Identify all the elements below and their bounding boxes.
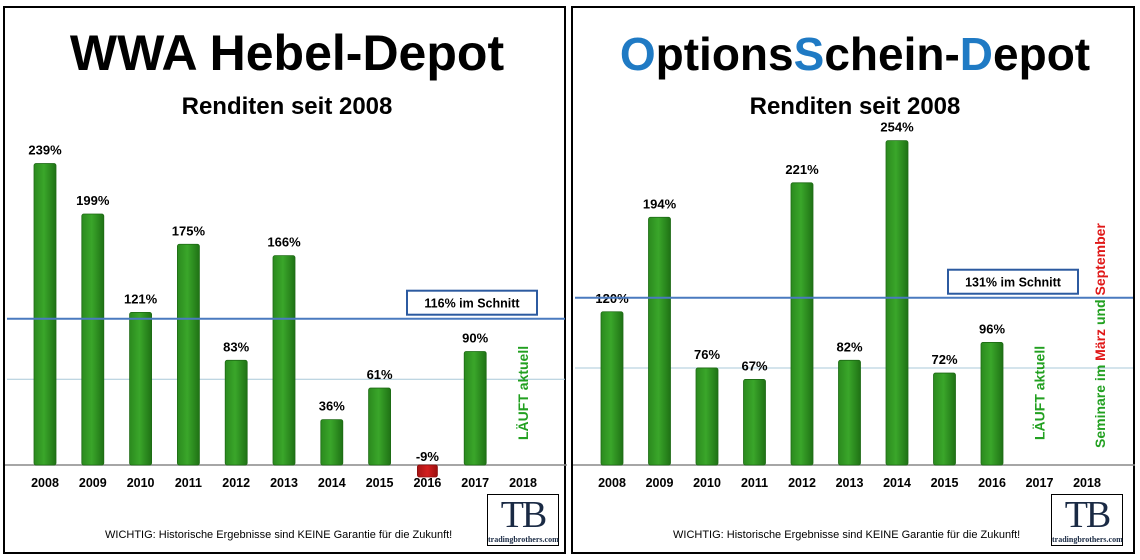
right-bar-2014 [885,140,909,466]
left-x-tick-2016: 2016 [413,476,441,490]
left-value-label-2008: 239% [28,143,62,158]
left-x-tick-2013: 2013 [270,476,298,490]
right-x-tick-2016: 2016 [978,476,1006,490]
right-value-label-2009: 194% [643,196,677,211]
right-average-box [947,268,1079,295]
right-side-note: LÄUFT aktuell [1032,346,1048,440]
left-value-label-2014: 36% [319,399,345,414]
right-title-part-1: ptions [656,28,794,80]
left-tb-logo: TB tradingbrothers.com [487,494,559,546]
right-seminar-part-2: und [1092,296,1108,329]
right-seminar-part-1: März [1092,329,1108,361]
right-tb-logo: TB tradingbrothers.com [1051,494,1123,546]
right-average-label: 131% im Schnitt [965,276,1062,290]
right-x-tick-2015: 2015 [931,476,959,490]
right-logo-text: tradingbrothers.com [1052,535,1123,544]
left-title: WWA Hebel-Depot [70,25,505,81]
left-x-tick-2017: 2017 [461,476,489,490]
right-bar-2012 [790,182,814,466]
left-bar-2017 [463,351,487,466]
right-bar-2008 [600,311,624,466]
right-value-label-2013: 82% [836,339,862,354]
left-x-tick-2009: 2009 [79,476,107,490]
left-value-label-2012: 83% [223,339,249,354]
left-value-label-2011: 175% [172,223,206,238]
left-bar-2009 [81,213,105,466]
left-average-box [406,289,538,316]
left-logo-mark: TB [500,494,548,536]
right-bar-2009 [648,216,671,466]
right-chart-panel: OptionsSchein-Depot Renditen seit 2008 120… [571,6,1135,554]
right-title-part-3: chein- [824,28,959,80]
left-value-label-2016: -9% [416,449,440,464]
left-side-note: LÄUFT aktuell [515,346,531,440]
right-seminar-note: Seminare im März und September [1092,223,1108,448]
right-value-label-2012: 221% [785,162,819,177]
right-seminar-part-3: September [1092,223,1108,296]
right-x-tick-2009: 2009 [646,476,674,490]
left-chart-svg: WWA Hebel-Depot Renditen seit 2008 239% 199… [5,25,567,490]
right-title-part-2: S [794,28,825,80]
left-chart-panel: WWA Hebel-Depot Renditen seit 2008 239% 199… [3,6,567,554]
left-subtitle: Renditen seit 2008 [182,93,393,120]
left-value-label-2015: 61% [367,367,393,382]
left-value-label-2013: 166% [267,235,301,250]
right-bar-2010 [695,367,719,466]
left-x-tick-2011: 2011 [175,476,202,490]
left-bar-2013 [272,255,296,466]
left-value-label-2017: 90% [462,330,488,345]
right-value-label-2015: 72% [931,352,957,367]
right-x-tick-2014: 2014 [883,476,911,490]
left-average-label: 116% im Schnitt [424,297,520,311]
right-x-tick-2013: 2013 [836,476,864,490]
left-bar-2015 [368,387,392,466]
right-bar-2011 [743,379,766,466]
right-x-tick-2011: 2011 [741,476,768,490]
right-value-label-2016: 96% [979,321,1005,336]
left-x-tick-2014: 2014 [318,476,346,490]
right-value-label-2014: 254% [880,120,914,135]
right-seminar-part-0: Seminare im [1092,361,1108,448]
right-bar-2016 [980,342,1004,466]
left-value-label-2009: 199% [76,193,110,208]
left-bar-2014 [320,419,344,466]
left-bar-2011 [176,243,200,466]
left-logo-text: tradingbrothers.com [488,535,559,544]
left-bar-2016 [416,464,438,478]
right-subtitle: Renditen seit 2008 [750,93,961,120]
left-bar-2012 [224,359,248,466]
right-title: OptionsSchein-Depot [620,28,1090,80]
right-value-label-2011: 67% [741,358,767,373]
left-value-label-2010: 121% [124,291,158,306]
left-disclaimer: WICHTIG: Historische Ergebnisse sind KEI… [105,529,453,541]
right-value-label-2010: 76% [694,347,720,362]
right-x-tick-2018: 2018 [1073,476,1101,490]
left-x-tick-2010: 2010 [127,476,155,490]
right-title-part-4: D [960,28,993,80]
left-bar-2008 [33,163,57,466]
left-x-tick-2018: 2018 [509,476,537,490]
right-x-tick-2017: 2017 [1026,476,1054,490]
left-x-tick-2015: 2015 [366,476,394,490]
right-x-tick-2012: 2012 [788,476,816,490]
left-x-tick-2008: 2008 [31,476,59,490]
right-x-tick-2008: 2008 [598,476,626,490]
right-logo-mark: TB [1064,494,1112,536]
right-title-part-5: epot [993,28,1090,80]
right-title-part-0: O [620,28,656,80]
right-bar-2015 [933,372,956,466]
right-disclaimer: WICHTIG: Historische Ergebnisse sind KEI… [673,529,1021,541]
left-x-tick-2012: 2012 [222,476,250,490]
right-bar-2013 [838,359,861,466]
left-bar-2010 [129,311,152,466]
right-x-tick-2010: 2010 [693,476,721,490]
